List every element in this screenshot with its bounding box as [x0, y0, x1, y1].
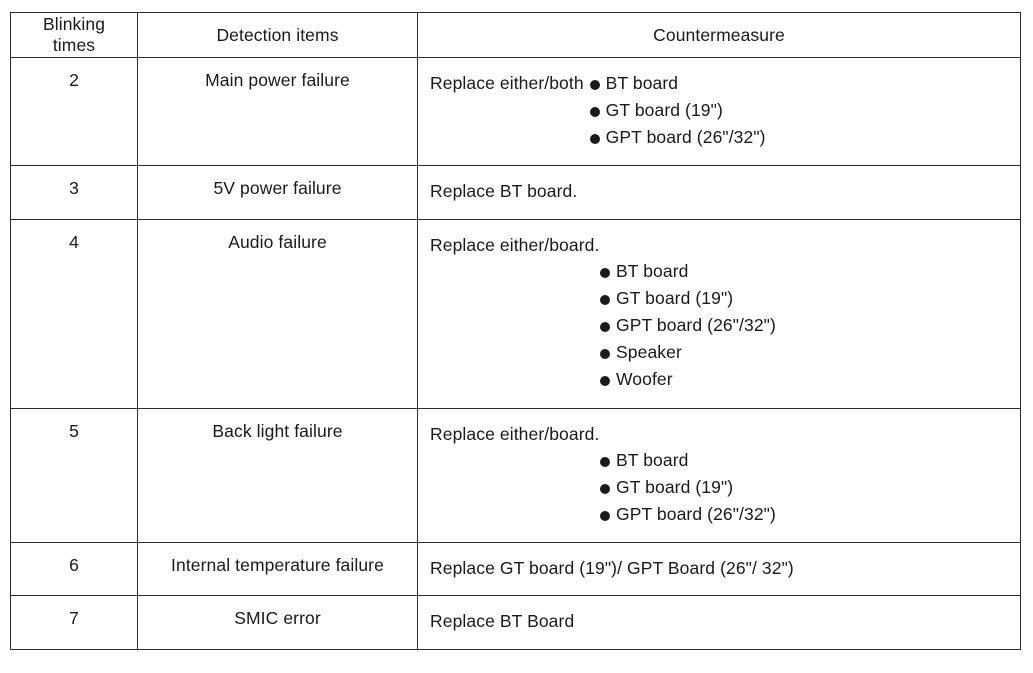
- bullet-text: BT board: [616, 261, 688, 281]
- table-row: 7SMIC error Replace BT Board: [11, 596, 1021, 649]
- countermeasure-bullet: GT board (19"): [590, 97, 766, 124]
- cell-blinking-times: 3: [11, 166, 138, 219]
- bullet-text: GPT board (26"/32"): [606, 127, 766, 147]
- bullet-icon: [590, 80, 600, 90]
- countermeasure-bullet: GPT board (26"/32"): [600, 501, 1008, 528]
- table-header-row: Blinking times Detection items Counterme…: [11, 13, 1021, 58]
- cell-detection-item: SMIC error: [138, 596, 418, 649]
- bullet-text: Woofer: [616, 369, 673, 389]
- col-header-blinking-times: Blinking times: [11, 13, 138, 58]
- bullet-icon: [600, 376, 610, 386]
- table-row: 6Internal temperature failure Replace GT …: [11, 543, 1021, 596]
- cell-countermeasure: Replace either/board. BT board GT board (1…: [418, 408, 1021, 543]
- cell-detection-item: 5V power failure: [138, 166, 418, 219]
- countermeasure-bullet: GT board (19"): [600, 285, 1008, 312]
- cell-countermeasure: Replace BT Board: [418, 596, 1021, 649]
- table-row: 4Audio failureReplace either/board.BT bo…: [11, 219, 1021, 408]
- bullet-icon: [590, 134, 600, 144]
- countermeasure-bullet: Speaker: [600, 339, 1008, 366]
- cell-countermeasure: Replace BT board.: [418, 166, 1021, 219]
- bullet-icon: [600, 457, 610, 467]
- countermeasure-bullet: BT board: [600, 258, 1008, 285]
- cell-detection-item: Main power failure: [138, 58, 418, 166]
- cell-countermeasure: Replace either/board. BT board GT board (1…: [418, 219, 1021, 408]
- cell-blinking-times: 4: [11, 219, 138, 408]
- table-row: 2Main power failureReplace either/bothBT…: [11, 58, 1021, 166]
- bullet-text: GT board (19"): [616, 288, 733, 308]
- countermeasure-bullet: Woofer: [600, 366, 1008, 393]
- cell-blinking-times: 5: [11, 408, 138, 543]
- countermeasure-bullet: GPT board (26"/32"): [590, 124, 766, 151]
- bullet-icon: [600, 484, 610, 494]
- countermeasure-lead: Replace either/board.: [430, 421, 1008, 447]
- cell-blinking-times: 2: [11, 58, 138, 166]
- cell-blinking-times: 7: [11, 596, 138, 649]
- countermeasure-lead: Replace either/board.: [430, 232, 1008, 258]
- bullet-text: GT board (19"): [616, 477, 733, 497]
- bullet-text: GPT board (26"/32"): [616, 504, 776, 524]
- cell-detection-item: Internal temperature failure: [138, 543, 418, 596]
- table-row: 35V power failure Replace BT board.: [11, 166, 1021, 219]
- countermeasure-lead: Replace BT board.: [430, 178, 1008, 204]
- bullet-icon: [600, 511, 610, 521]
- countermeasure-bullets: BT board GT board (19") GPT board (26"/32"…: [600, 258, 1008, 394]
- table-row: 5Back light failure Replace either/board.…: [11, 408, 1021, 543]
- bullet-icon: [600, 295, 610, 305]
- cell-countermeasure: Replace either/both BT board GT board (19"…: [418, 58, 1021, 166]
- countermeasure-bullets: BT board GT board (19") GPT board (26"/32"…: [600, 447, 1008, 528]
- countermeasure-bullet: GT board (19"): [600, 474, 1008, 501]
- bullet-text: GPT board (26"/32"): [616, 315, 776, 335]
- countermeasure-lead: Replace GT board (19")/ GPT Board (26"/ …: [430, 555, 1008, 581]
- countermeasure-bullet: GPT board (26"/32"): [600, 312, 1008, 339]
- bullet-icon: [600, 268, 610, 278]
- bullet-text: Speaker: [616, 342, 682, 362]
- countermeasure-lead: Replace either/both: [430, 70, 590, 96]
- diagnostics-table: Blinking times Detection items Counterme…: [10, 12, 1021, 650]
- countermeasure-bullet: BT board: [600, 447, 1008, 474]
- countermeasure-bullet: BT board: [590, 70, 766, 97]
- cell-blinking-times: 6: [11, 543, 138, 596]
- bullet-text: BT board: [616, 450, 688, 470]
- bullet-text: BT board: [606, 73, 678, 93]
- cell-detection-item: Audio failure: [138, 219, 418, 408]
- countermeasure-lead: Replace BT Board: [430, 608, 1008, 634]
- bullet-icon: [600, 349, 610, 359]
- col-header-countermeasure: Countermeasure: [418, 13, 1021, 58]
- cell-detection-item: Back light failure: [138, 408, 418, 543]
- cell-countermeasure: Replace GT board (19")/ GPT Board (26"/ …: [418, 543, 1021, 596]
- bullet-text: GT board (19"): [606, 100, 723, 120]
- countermeasure-bullets: BT board GT board (19") GPT board (26"/32"…: [590, 70, 766, 151]
- bullet-icon: [590, 107, 600, 117]
- col-header-detection-items: Detection items: [138, 13, 418, 58]
- bullet-icon: [600, 322, 610, 332]
